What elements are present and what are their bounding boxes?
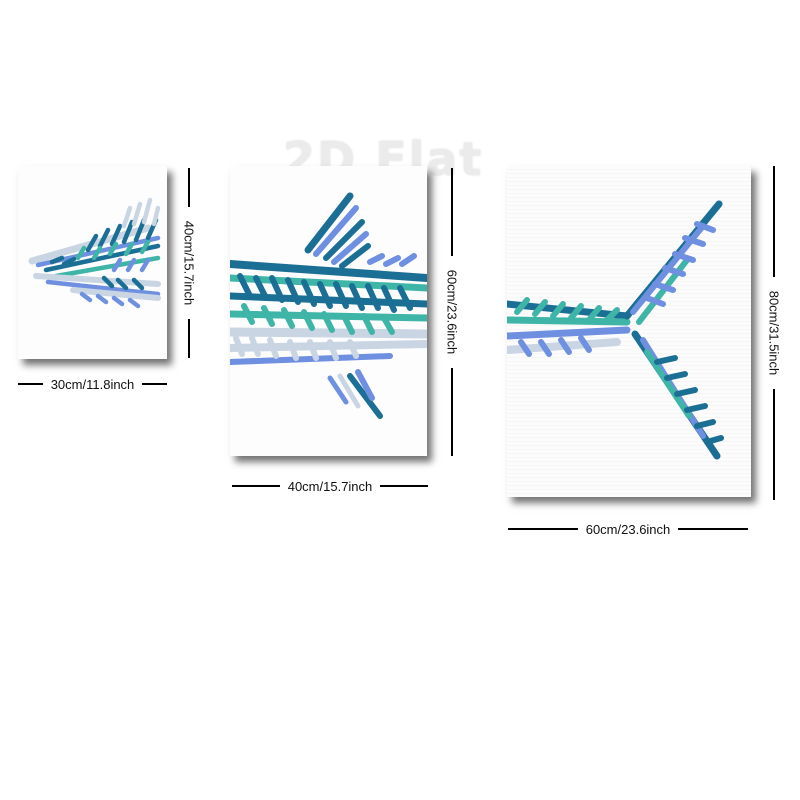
dimension-line — [380, 485, 428, 487]
height-label-tail: 80cm/31.5inch — [766, 290, 782, 376]
width-dimension-head: 30cm/11.8inch — [18, 376, 167, 392]
dimension-line — [451, 168, 453, 256]
width-dimension-body: 40cm/15.7inch — [232, 478, 428, 494]
dimension-line — [142, 383, 167, 385]
shark-tail-artwork — [507, 200, 724, 460]
dimension-line — [451, 368, 453, 456]
height-dimension-body: 60cm/23.6inch — [444, 168, 460, 456]
dimension-line — [188, 319, 190, 358]
width-label-tail: 60cm/23.6inch — [585, 521, 671, 537]
dimension-line — [678, 528, 748, 530]
height-label-body: 60cm/23.6inch — [444, 269, 460, 355]
height-dimension-head: 40cm/15.7inch — [181, 168, 197, 358]
canvas-panel-tail — [507, 166, 751, 497]
dimension-line — [508, 528, 578, 530]
dimension-line — [232, 485, 280, 487]
canvas-panel-body — [230, 166, 427, 456]
dimension-line — [773, 389, 775, 500]
width-label-body: 40cm/15.7inch — [287, 478, 373, 494]
dimension-line — [773, 166, 775, 277]
width-dimension-tail: 60cm/23.6inch — [508, 521, 748, 537]
height-dimension-tail: 80cm/31.5inch — [766, 166, 782, 500]
dimension-line — [188, 168, 190, 207]
shark-head-artwork — [28, 197, 161, 309]
canvas-panel-head — [18, 166, 167, 359]
height-label-head: 40cm/15.7inch — [181, 220, 197, 306]
dimension-line — [18, 383, 43, 385]
width-label-head: 30cm/11.8inch — [50, 376, 135, 392]
shark-body-artwork — [230, 192, 427, 419]
